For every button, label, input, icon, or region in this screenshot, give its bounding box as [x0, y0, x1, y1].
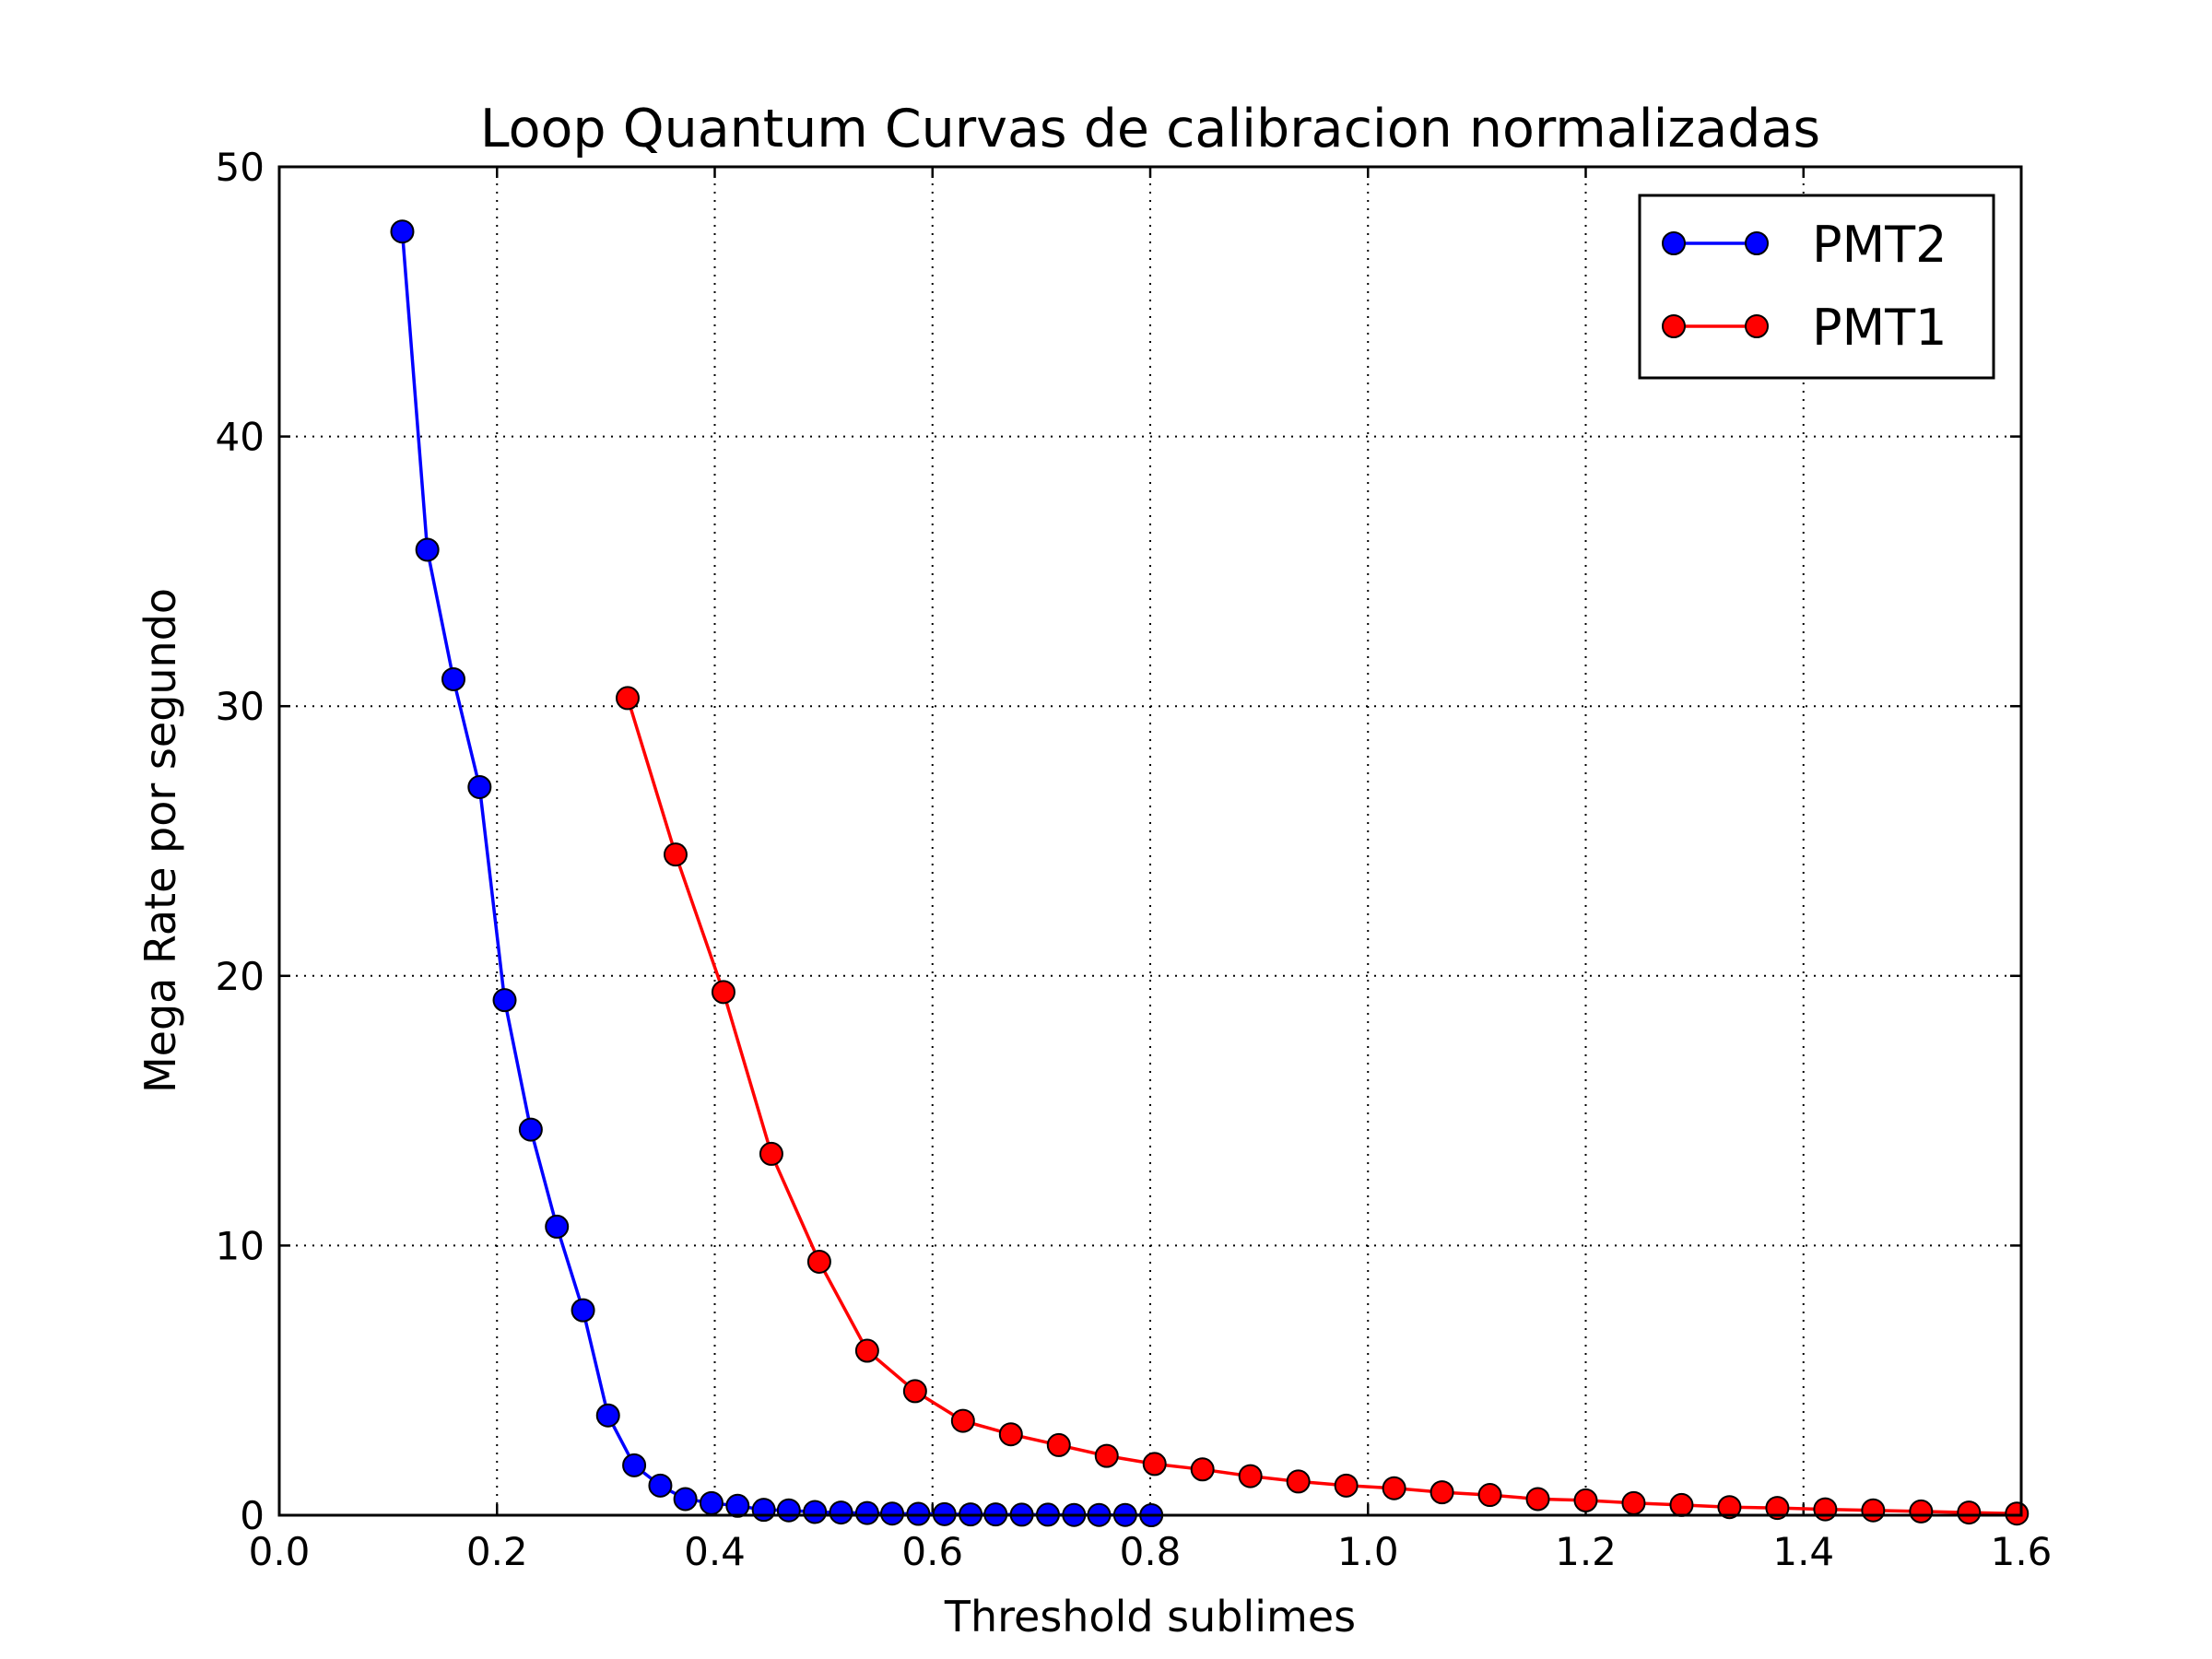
data-point-pmt2: [829, 1500, 853, 1525]
data-point-pmt2: [854, 1500, 879, 1525]
series-pmt1: [616, 686, 2030, 1526]
series-pmt2: [390, 219, 1164, 1527]
data-point-pmt1: [1717, 1495, 1742, 1520]
data-point-pmt2: [803, 1500, 828, 1524]
data-point-pmt1: [1094, 1443, 1119, 1468]
data-point-pmt1: [759, 1141, 783, 1166]
y-tick-label: 30: [216, 684, 265, 729]
y-axis-label: Mega Rate por segundo: [135, 588, 185, 1093]
data-point-pmt1: [854, 1338, 879, 1363]
data-point-pmt2: [390, 219, 415, 244]
data-point-pmt1: [616, 686, 640, 711]
legend-marker: [1662, 314, 1686, 338]
plot-series: [390, 219, 2030, 1527]
chart-title: Loop Quantum Curvas de calibracion norma…: [480, 99, 1820, 159]
data-point-pmt1: [902, 1379, 927, 1404]
data-point-pmt2: [518, 1117, 543, 1142]
data-point-pmt2: [699, 1490, 724, 1515]
legend-marker: [1745, 314, 1769, 338]
x-tick-label: 0.0: [249, 1529, 311, 1574]
series-line-pmt1: [626, 697, 2018, 1515]
x-tick-label: 0.8: [1120, 1529, 1182, 1574]
data-point-pmt1: [1573, 1488, 1598, 1512]
data-point-pmt1: [2005, 1501, 2030, 1526]
x-tick-label: 1.0: [1337, 1529, 1399, 1574]
data-point-pmt1: [1238, 1464, 1263, 1488]
data-point-pmt1: [1669, 1492, 1694, 1517]
data-point-pmt1: [1813, 1497, 1838, 1522]
data-point-pmt2: [415, 537, 440, 562]
data-point-pmt1: [1430, 1480, 1454, 1505]
data-point-pmt1: [1382, 1476, 1406, 1500]
data-point-pmt1: [1525, 1487, 1550, 1512]
series-line-pmt2: [400, 231, 1152, 1517]
x-axis-label: Threshold sublimes: [944, 1592, 1356, 1641]
data-point-pmt1: [1190, 1457, 1215, 1482]
data-point-pmt2: [648, 1473, 673, 1498]
data-point-pmt1: [1286, 1469, 1311, 1494]
legend-entries: PMT2 PMT1: [1662, 216, 1947, 357]
x-tick-label: 0.4: [684, 1529, 746, 1574]
data-point-pmt1: [711, 980, 735, 1005]
legend-entry-pmt2: PMT2: [1662, 216, 1947, 274]
y-tick-label: 50: [216, 145, 265, 190]
legend-label: PMT1: [1812, 299, 1947, 357]
legend-box: [1638, 194, 1995, 380]
x-tick-label: 1.4: [1772, 1529, 1834, 1574]
data-point-pmt1: [950, 1408, 975, 1433]
plot-frame: [277, 165, 2023, 1517]
data-point-pmt1: [663, 842, 688, 867]
data-point-pmt2: [725, 1493, 750, 1518]
data-point-pmt1: [1861, 1498, 1886, 1523]
legend: PMT2 PMT1: [1638, 194, 1995, 380]
data-point-pmt1: [806, 1249, 831, 1274]
legend-entry-pmt1: PMT1: [1662, 299, 1947, 357]
data-point-pmt2: [673, 1487, 698, 1512]
data-point-pmt2: [545, 1214, 570, 1239]
y-tick-label: 40: [216, 415, 265, 460]
data-point-pmt2: [751, 1498, 776, 1523]
data-point-pmt2: [441, 666, 465, 691]
data-point-pmt2: [492, 988, 517, 1013]
data-point-pmt2: [776, 1498, 801, 1523]
data-point-pmt1: [1765, 1496, 1790, 1521]
x-tick-label: 0.2: [466, 1529, 528, 1574]
x-tick-label: 1.2: [1555, 1529, 1617, 1574]
x-tick-label: 0.6: [901, 1529, 963, 1574]
data-point-pmt1: [1909, 1499, 1934, 1524]
data-point-pmt2: [467, 774, 492, 799]
tick-labels: 0.0 0.2 0.4 0.6 0.8 1.0 1.2 1.4 1.6 0 10 20 30 40 50: [216, 145, 2053, 1574]
data-point-pmt1: [998, 1422, 1023, 1447]
legend-marker: [1662, 231, 1686, 255]
data-point-pmt2: [880, 1501, 905, 1526]
y-tick-label: 0: [240, 1493, 265, 1538]
data-point-pmt1: [1621, 1490, 1646, 1515]
data-point-pmt2: [595, 1403, 620, 1428]
legend-label: PMT2: [1812, 216, 1947, 274]
data-point-pmt2: [571, 1298, 595, 1323]
data-point-pmt1: [1046, 1432, 1071, 1457]
grid-lines: [279, 167, 2021, 1515]
legend-marker: [1745, 231, 1769, 255]
data-point-pmt1: [1142, 1452, 1167, 1477]
y-tick-label: 20: [216, 954, 265, 999]
y-tick-label: 10: [216, 1223, 265, 1268]
data-point-pmt1: [1477, 1483, 1502, 1508]
data-point-pmt2: [622, 1453, 647, 1477]
data-point-pmt1: [1334, 1473, 1359, 1498]
data-point-pmt1: [1957, 1500, 1982, 1525]
x-tick-label: 1.6: [1991, 1529, 2053, 1574]
